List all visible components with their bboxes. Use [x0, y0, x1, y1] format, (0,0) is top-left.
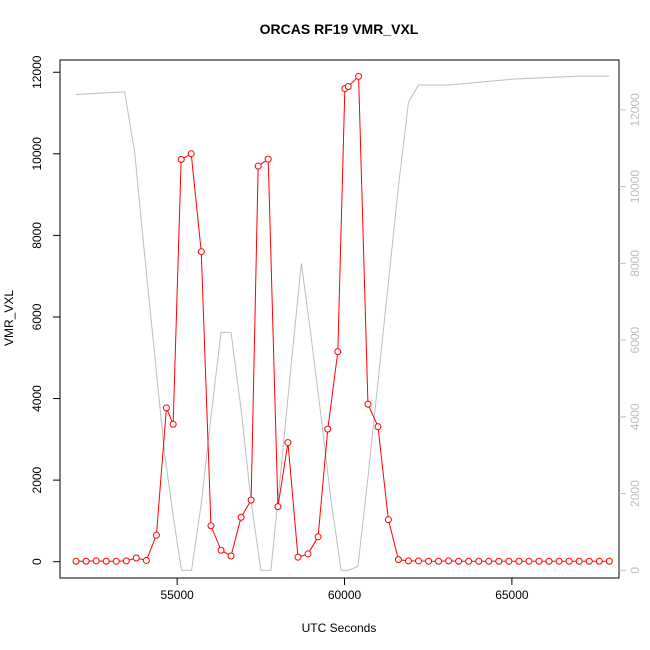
data-point	[384, 516, 392, 524]
y2-tick-label: 2000	[628, 480, 642, 507]
y-tick-label: 4000	[30, 385, 44, 412]
data-point	[394, 556, 402, 564]
data-point	[575, 557, 583, 565]
data-point	[485, 557, 493, 565]
y-tick-label: 2000	[30, 466, 44, 493]
chart-title: ORCAS RF19 VMR_VXL	[260, 21, 419, 37]
data-point	[207, 522, 215, 530]
y2-tick-label: 0	[628, 567, 642, 574]
series-secondary-line	[76, 75, 610, 571]
y2-tick-label: 6000	[628, 326, 642, 353]
data-point	[72, 557, 80, 565]
data-point	[304, 550, 312, 558]
data-point	[435, 557, 443, 565]
data-point	[595, 557, 603, 565]
data-point	[374, 423, 382, 431]
data-point	[152, 531, 160, 539]
data-point	[324, 425, 332, 433]
data-point	[585, 557, 593, 565]
data-point	[197, 248, 205, 256]
data-point	[505, 557, 513, 565]
data-point	[102, 557, 110, 565]
data-point	[515, 557, 523, 565]
y-tick-label: 10000	[30, 137, 44, 171]
data-point	[445, 557, 453, 565]
data-point	[227, 552, 235, 560]
y-tick-label: 12000	[30, 55, 44, 89]
y2-tick-label: 10000	[628, 170, 642, 204]
y-axis-left: 0 2000 4000 6000 8000 10000 12000	[30, 55, 60, 565]
data-point	[334, 348, 342, 356]
data-point	[555, 557, 563, 565]
data-point	[414, 557, 422, 565]
data-point	[294, 553, 302, 561]
data-point	[364, 400, 372, 408]
data-point	[545, 557, 553, 565]
y2-tick-label: 12000	[628, 93, 642, 127]
data-point	[112, 557, 120, 565]
plot-frame	[59, 59, 620, 579]
data-point	[177, 156, 185, 164]
x-tick-label: 60000	[328, 588, 362, 602]
series-layer	[72, 72, 613, 571]
data-point	[82, 557, 90, 565]
data-point	[122, 557, 130, 565]
data-point	[355, 72, 363, 80]
x-tick-label: 55000	[160, 588, 194, 602]
y-tick-label: 8000	[30, 222, 44, 249]
data-point	[525, 557, 533, 565]
data-point	[217, 546, 225, 554]
data-point	[404, 557, 412, 565]
data-point	[314, 533, 322, 541]
y2-tick-label: 4000	[628, 403, 642, 430]
data-point	[455, 557, 463, 565]
data-point	[535, 557, 543, 565]
data-point	[475, 557, 483, 565]
y2-tick-label: 8000	[628, 250, 642, 277]
x-axis-label: UTC Seconds	[302, 621, 377, 635]
data-point	[425, 557, 433, 565]
data-point	[495, 557, 503, 565]
data-point	[284, 439, 292, 447]
data-point	[565, 557, 573, 565]
data-point	[92, 557, 100, 565]
y-axis-label: VMR_VXL	[2, 290, 16, 346]
data-point	[465, 557, 473, 565]
data-point	[132, 554, 140, 562]
data-point	[142, 556, 150, 564]
y-tick-label: 0	[30, 558, 44, 565]
x-tick-label: 65000	[495, 588, 529, 602]
data-point	[274, 503, 282, 511]
data-point	[162, 404, 170, 412]
data-point	[247, 496, 255, 504]
y-axis-right: 0 2000 4000 6000 8000 10000 12000	[619, 93, 642, 574]
data-point	[605, 557, 613, 565]
data-point	[187, 150, 195, 158]
data-point	[264, 155, 272, 163]
y-tick-label: 6000	[30, 303, 44, 330]
x-axis: 55000 60000 65000	[160, 578, 529, 602]
data-point	[169, 420, 177, 428]
data-point	[237, 513, 245, 521]
data-point	[254, 162, 262, 170]
data-point	[344, 83, 352, 91]
